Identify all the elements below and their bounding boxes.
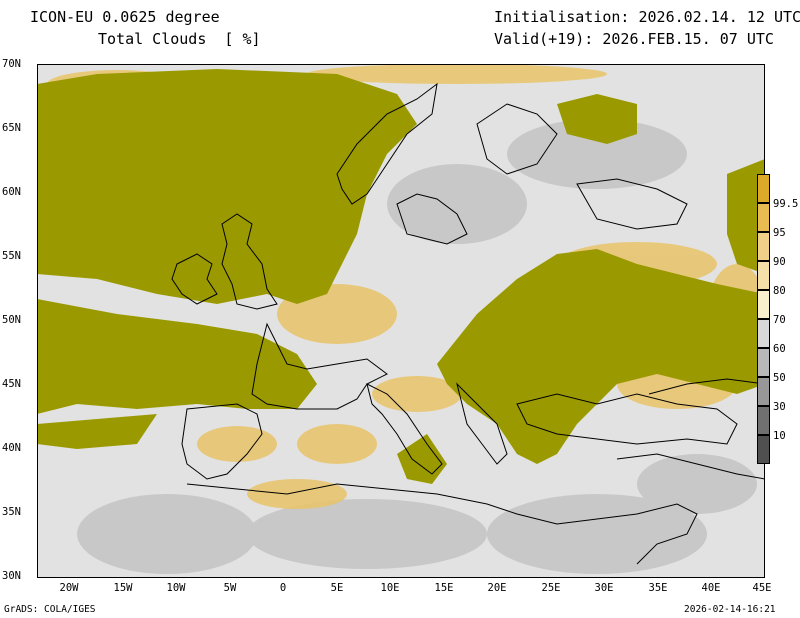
- colorbar-label-70: 70: [773, 314, 786, 326]
- lat-label-60n: 60N: [2, 186, 21, 198]
- lat-label-35n: 35N: [2, 506, 21, 518]
- overcast-regions: [37, 69, 765, 484]
- lat-label-50n: 50N: [2, 314, 21, 326]
- lon-label-5w: 5W: [223, 582, 237, 594]
- colorbar-segment: [757, 348, 770, 377]
- lon-label-15e: 15E: [434, 582, 454, 594]
- lat-label-30n: 30N: [2, 570, 21, 582]
- model-title: ICON-EU 0.0625 degree: [30, 8, 220, 26]
- colorbar-segment: [757, 261, 770, 290]
- colorbar-segment: [757, 232, 770, 261]
- lat-label-40n: 40N: [2, 442, 21, 454]
- colorbar-label-30: 30: [773, 401, 786, 413]
- valid-time: Valid(+19): 2026.FEB.15. 07 UTC: [494, 30, 774, 48]
- colorbar-segment: [757, 435, 770, 464]
- colorbar-segment: [757, 377, 770, 406]
- footer-timestamp: 2026-02-14-16:21: [684, 604, 776, 615]
- lon-label-40e: 40E: [701, 582, 721, 594]
- lon-label-30e: 30E: [594, 582, 614, 594]
- lat-label-65n: 65N: [2, 122, 21, 134]
- colorbar-label-10: 10: [773, 430, 786, 442]
- colorbar-segment: [757, 290, 770, 319]
- lon-label-20e: 20E: [487, 582, 507, 594]
- initialisation-time: Initialisation: 2026.02.14. 12 UTC: [494, 8, 800, 26]
- lat-label-55n: 55N: [2, 250, 21, 262]
- lat-label-45n: 45N: [2, 378, 21, 390]
- footer-grads-credit: GrADS: COLA/IGES: [4, 604, 96, 615]
- lon-label-15w: 15W: [113, 582, 133, 594]
- colorbar-label-90: 90: [773, 256, 786, 268]
- partial-cloud-patches: [77, 119, 757, 574]
- lon-label-10w: 10W: [166, 582, 186, 594]
- colorbar-label-95: 95: [773, 227, 786, 239]
- colorbar-segment: [757, 319, 770, 348]
- lon-label-45e: 45E: [752, 582, 772, 594]
- cloud-map: [37, 64, 765, 578]
- lon-label-5e: 5E: [330, 582, 344, 594]
- colorbar-label-80: 80: [773, 285, 786, 297]
- colorbar-segment: [757, 203, 770, 232]
- coastlines: [171, 82, 765, 565]
- lon-label-35e: 35E: [648, 582, 668, 594]
- parameter-title: Total Clouds [ %]: [98, 30, 261, 48]
- colorbar-label-99-5: 99.5: [773, 198, 799, 210]
- lon-label-25e: 25E: [541, 582, 561, 594]
- lat-label-70n: 70N: [2, 58, 21, 70]
- colorbar-segment: [757, 174, 770, 203]
- lon-label-10e: 10E: [380, 582, 400, 594]
- colorbar-segment: [757, 406, 770, 435]
- lon-label-0: 0: [279, 582, 287, 594]
- colorbar-label-60: 60: [773, 343, 786, 355]
- colorbar-label-50: 50: [773, 372, 786, 384]
- lon-label-20w: 20W: [59, 582, 79, 594]
